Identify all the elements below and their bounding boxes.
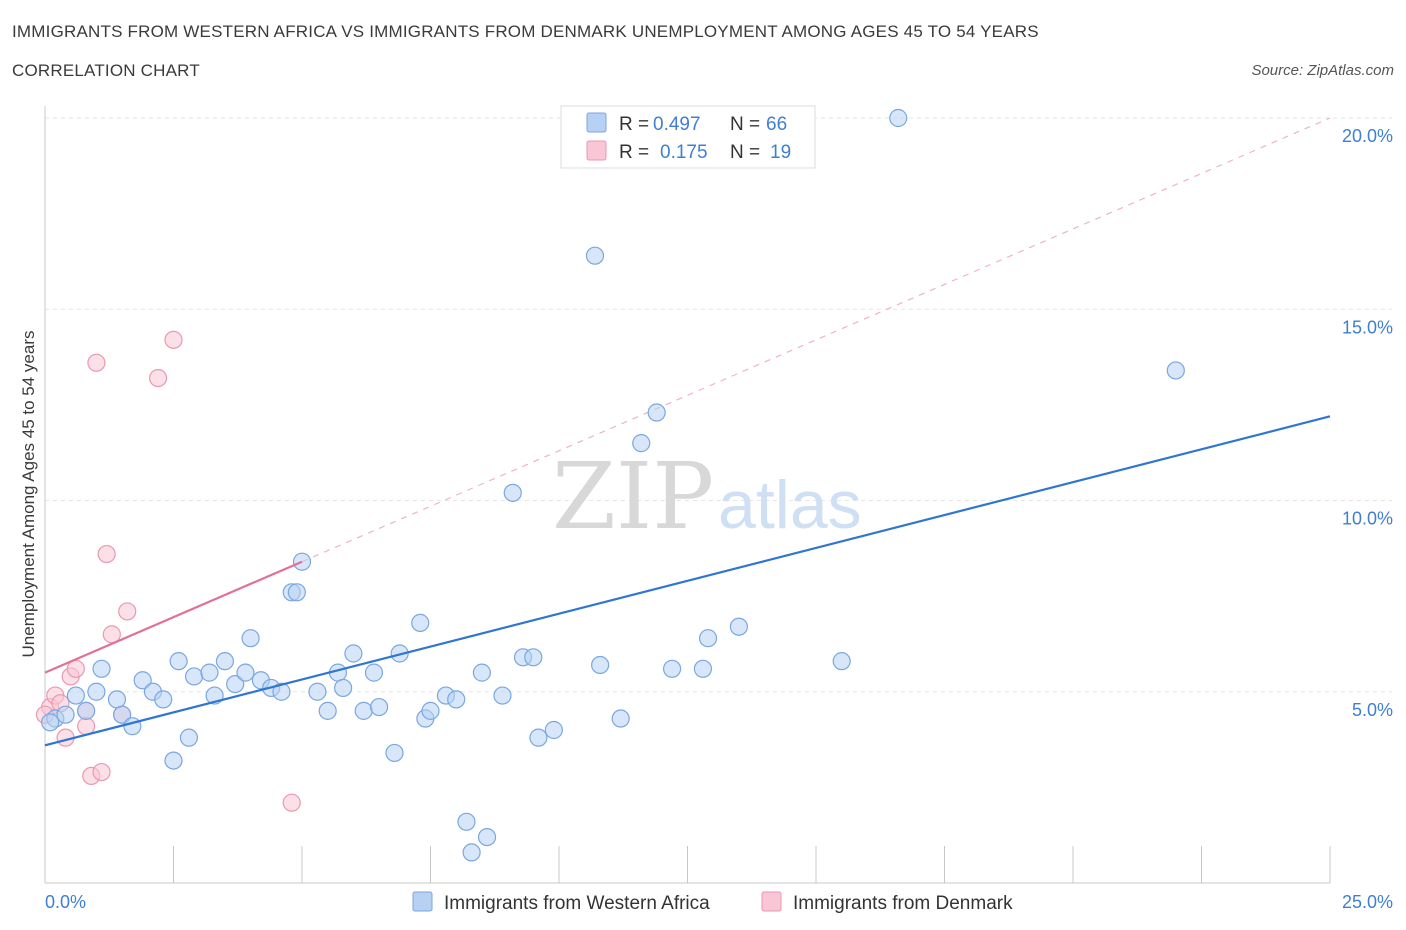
grid-lines: [45, 117, 1392, 693]
stats-legend-r-value-2: 0.175: [660, 142, 708, 163]
point-western-africa: [1166, 361, 1185, 380]
point-western-africa: [318, 701, 337, 720]
point-western-africa: [729, 617, 749, 636]
stats-legend-n-label-1: N =: [730, 114, 760, 135]
point-denmark: [92, 762, 111, 782]
point-western-africa: [41, 713, 60, 732]
point-denmark: [87, 353, 106, 372]
point-denmark: [282, 793, 301, 812]
point-denmark: [118, 602, 137, 621]
point-western-africa: [112, 705, 132, 724]
point-western-africa: [77, 701, 96, 720]
point-western-africa: [585, 246, 605, 265]
point-western-africa: [164, 751, 183, 770]
point-western-africa: [354, 701, 373, 720]
point-western-africa: [169, 652, 188, 671]
chart-subtitle: CORRELATION CHART: [12, 61, 200, 80]
stats-legend-n-label-2: N =: [730, 142, 760, 163]
stats-legend-r-value-1: 0.497: [653, 114, 701, 135]
chart-title: IMMIGRANTS FROM WESTERN AFRICA VS IMMIGR…: [12, 22, 1039, 41]
stats-legend-n-value-2: 19: [770, 142, 791, 163]
legend-label-denmark: Immigrants from Denmark: [793, 893, 1013, 914]
point-western-africa: [647, 403, 666, 422]
y-tick-label: 10.0%: [1342, 509, 1393, 529]
y-tick-label: 20.0%: [1342, 126, 1393, 146]
point-western-africa: [364, 663, 384, 682]
point-western-africa: [92, 659, 111, 678]
data-points: [35, 108, 1331, 862]
stats-legend-r-label-2: R =: [619, 142, 649, 163]
watermark-zip: ZIP: [552, 443, 714, 550]
bottom-legend: Immigrants from Western Africa Immigrant…: [412, 891, 1013, 914]
point-western-africa: [693, 659, 713, 678]
point-western-africa: [421, 701, 440, 720]
point-western-africa: [611, 709, 630, 728]
point-western-africa: [334, 678, 353, 698]
point-western-africa: [544, 720, 563, 740]
point-western-africa: [184, 667, 204, 686]
stats-legend: R = 0.497 N = 66 R = 0.175 N = 19: [560, 105, 816, 169]
stats-legend-swatch-blue: [586, 112, 607, 133]
point-western-africa: [698, 629, 718, 648]
point-western-africa: [385, 743, 404, 763]
point-western-africa: [272, 682, 291, 701]
y-tick-label: 5.0%: [1352, 700, 1393, 720]
point-western-africa: [457, 812, 476, 831]
point-western-africa: [832, 652, 851, 671]
point-western-africa: [632, 434, 651, 453]
point-western-africa: [56, 705, 75, 724]
point-western-africa: [107, 690, 127, 709]
point-western-africa: [503, 483, 522, 502]
point-western-africa: [179, 728, 199, 747]
point-western-africa: [477, 827, 497, 847]
x-tick-label-min: 0.0%: [45, 892, 86, 912]
point-western-africa: [889, 108, 908, 128]
x-tick-label-max: 25.0%: [1342, 892, 1393, 912]
point-western-africa: [66, 686, 85, 705]
trend-line-denmark: [44, 560, 303, 674]
axes: 5.0% 10.0% 15.0% 20.0% 0.0% 25.0%: [44, 106, 1393, 912]
point-western-africa: [308, 682, 327, 701]
point-western-africa: [344, 644, 363, 663]
watermark-atlas: atlas: [718, 467, 862, 543]
point-western-africa: [287, 583, 306, 602]
point-denmark: [97, 544, 116, 564]
point-western-africa: [236, 663, 255, 682]
point-western-africa: [662, 659, 682, 678]
point-western-africa: [226, 674, 245, 694]
point-western-africa: [472, 663, 491, 682]
stats-legend-swatch-pink: [586, 140, 607, 161]
legend-label-western-africa: Immigrants from Western Africa: [444, 893, 710, 914]
point-western-africa: [154, 690, 173, 709]
trend-line-western-africa: [44, 415, 1331, 747]
point-western-africa: [524, 648, 543, 667]
stats-legend-n-value-1: 66: [766, 114, 787, 135]
point-western-africa: [370, 697, 389, 717]
point-western-africa: [591, 655, 610, 675]
stats-legend-r-label-1: R =: [619, 114, 649, 135]
point-western-africa: [493, 686, 512, 705]
y-tick-label: 15.0%: [1342, 317, 1393, 337]
point-western-africa: [123, 717, 142, 736]
point-western-africa: [447, 690, 466, 709]
point-western-africa: [241, 629, 260, 648]
point-western-africa: [411, 613, 430, 633]
point-denmark: [164, 330, 183, 349]
legend-swatch-western-africa: [412, 891, 433, 912]
point-western-africa: [133, 671, 152, 690]
point-western-africa: [200, 663, 219, 682]
point-western-africa: [87, 682, 106, 701]
chart-source: Source: ZipAtlas.com: [1251, 62, 1394, 79]
point-western-africa: [529, 728, 548, 747]
point-western-africa: [462, 843, 481, 862]
point-western-africa: [215, 652, 234, 671]
y-axis-label: Unemployment Among Ages 45 to 54 years: [19, 331, 38, 658]
watermark: ZIP atlas: [552, 443, 862, 550]
legend-swatch-denmark: [761, 891, 782, 912]
point-denmark: [148, 369, 168, 388]
